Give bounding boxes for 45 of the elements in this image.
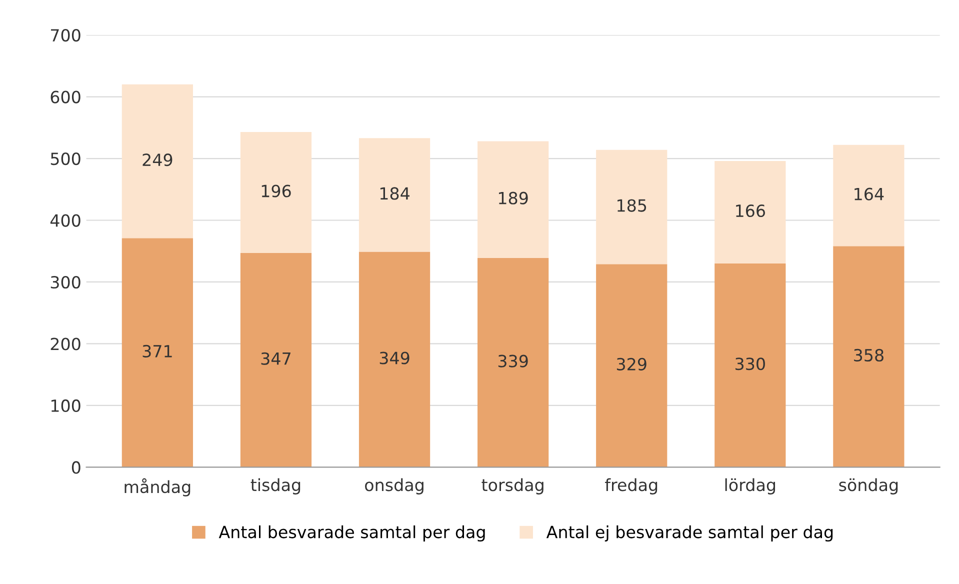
bar [833,144,904,246]
bar [596,264,668,468]
data-label: 329 [616,358,646,370]
data-label: 371 [142,344,172,358]
y-tick-label: 600 [50,90,80,104]
bar [478,258,549,468]
data-label: 330 [736,358,765,370]
x-tick-label: tisdag [250,478,300,494]
bar [478,141,549,258]
x-tick-label: söndag [839,478,898,494]
bar [358,138,430,252]
legend-label: Antal ej besvarade samtal per dag [546,525,833,542]
y-tick-label: 0 [72,461,80,474]
bar [714,263,786,468]
data-label: 185 [618,199,646,212]
legend-label: Antal besvarade samtal per dag [218,525,485,542]
x-tick-label: måndag [124,478,190,496]
data-label: 347 [261,352,290,365]
data-label: 339 [498,354,528,368]
bar [122,84,193,238]
bar [596,150,668,264]
y-tick-label: 300 [50,276,80,289]
data-label: 164 [854,188,884,200]
x-tick-label: onsdag [365,478,424,494]
data-label: 358 [854,348,884,362]
data-label: 189 [498,192,528,204]
data-label: 184 [380,187,410,200]
bar [122,238,193,468]
y-tick-label: 200 [50,338,80,350]
y-tick-label: 500 [50,152,80,166]
x-tick-label: torsdag [482,478,544,494]
data-label: 349 [380,352,410,364]
bar [358,252,430,468]
data-label: 249 [142,154,172,166]
bar [714,160,786,264]
y-tick-label: 400 [50,214,80,227]
y-tick-label: 100 [51,399,80,412]
y-tick-label: 700 [51,29,80,42]
bar [833,246,904,468]
x-tick-label: fredag [605,478,658,494]
x-tick-label: lördag [725,478,776,494]
data-label: 196 [262,184,291,198]
bar [240,132,312,253]
bar [240,252,312,468]
data-label: 166 [736,204,766,218]
